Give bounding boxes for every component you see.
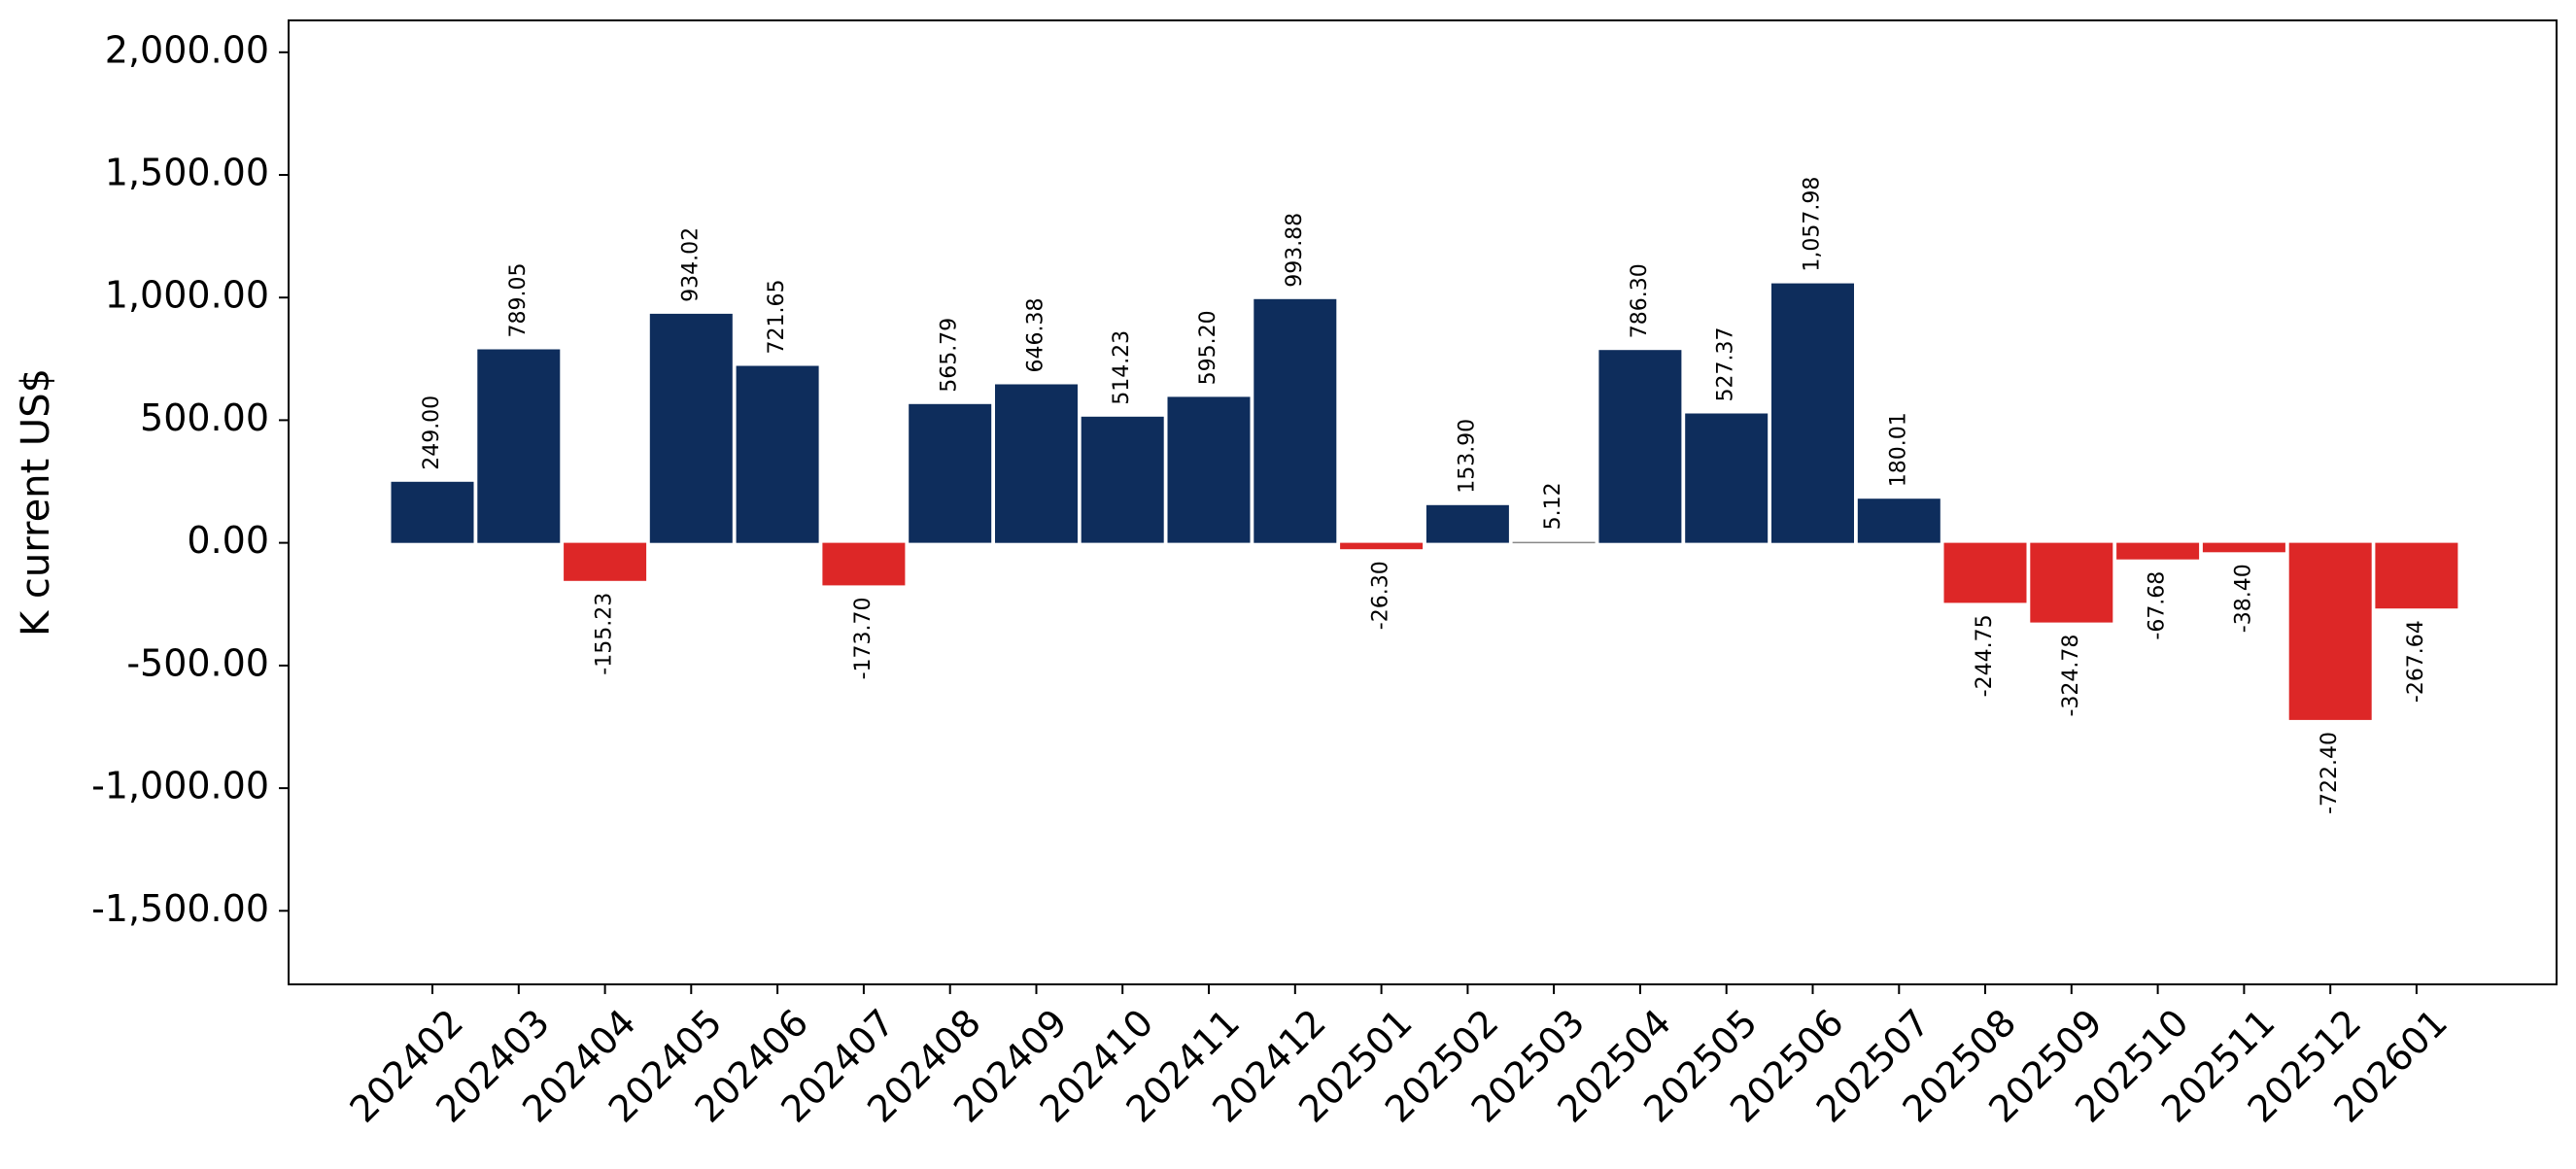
y-tick-label: -1,500.00 [91,887,269,930]
value-label: 527.37 [1714,327,1738,402]
y-tick-label: -1,000.00 [91,765,269,808]
y-axis: -1,500.00 -1,000.00 -500.00 0.00 500.00 1,000… [91,28,289,930]
bar [477,349,561,543]
value-label: 721.65 [765,280,789,355]
value-label: 646.38 [1024,298,1048,373]
bar [1598,350,1682,543]
value-label: 595.20 [1196,310,1220,385]
bar [2375,542,2458,609]
bar [995,384,1078,543]
bar [822,542,906,586]
value-label: 249.00 [420,395,444,470]
bar [1254,298,1337,543]
value-label: -324.78 [2059,635,2083,717]
value-label: 153.90 [1455,419,1479,494]
y-tick-label: 2,000.00 [105,28,269,71]
bar [1425,504,1509,543]
bar [649,313,733,543]
bar [564,542,647,581]
value-label: -38.40 [2231,564,2255,633]
y-axis-label: K current US$ [14,368,58,636]
bar [1943,542,2027,603]
value-label: -67.68 [2146,571,2170,640]
y-tick-label: -500.00 [126,641,269,684]
bar [1512,541,1596,544]
bar [2202,542,2285,553]
value-label: -244.75 [1973,614,1997,697]
value-label: 565.79 [938,318,962,393]
bar [2116,542,2200,560]
bars-layer [391,283,2458,720]
bar [1167,396,1251,543]
value-label: -155.23 [593,593,617,675]
plot-frame [288,19,2558,985]
bar [1685,413,1769,543]
bar [1771,283,1854,543]
value-label: -267.64 [2404,620,2428,703]
value-label: 786.30 [1628,263,1652,338]
value-label: -722.40 [2318,732,2342,814]
value-label: 514.23 [1110,330,1134,405]
value-label: 1,057.98 [1801,177,1825,272]
y-tick-label: 1,000.00 [105,274,269,317]
bar [736,365,819,543]
value-label: -173.70 [851,598,876,680]
value-labels-layer: 249.00 789.05 -155.23 934.02 721.65 -173.70 56… [420,177,2428,814]
bar [2288,542,2372,720]
y-tick-label: 0.00 [187,519,269,562]
value-label: 934.02 [678,227,703,302]
value-label: 180.01 [1886,412,1910,487]
bar [909,403,992,543]
bar [2030,542,2113,623]
value-label: 5.12 [1541,482,1565,530]
bar [1340,542,1424,550]
bar [1081,416,1164,543]
value-label: 789.05 [506,263,531,338]
y-tick-label: 1,500.00 [105,152,269,194]
x-axis: 2024022024032024042024052024062024072024… [341,984,2456,1131]
bar [391,481,474,543]
y-tick-label: 500.00 [140,396,269,439]
value-label: -26.30 [1369,561,1393,630]
value-label: 993.88 [1283,213,1307,288]
bar [1857,499,1941,543]
